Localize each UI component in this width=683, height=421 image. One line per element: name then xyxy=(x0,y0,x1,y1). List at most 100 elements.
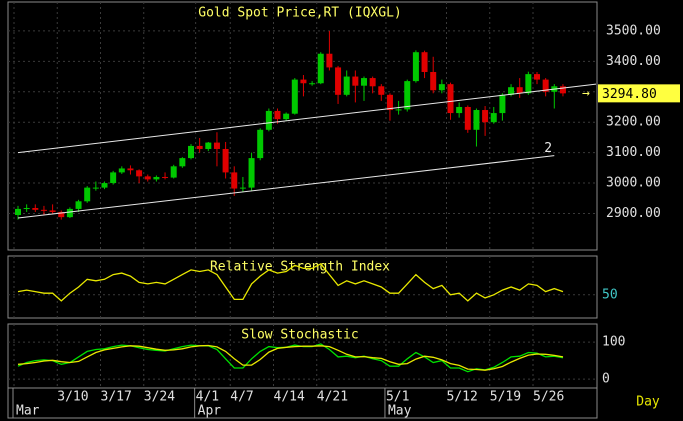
candle-body xyxy=(317,53,324,84)
candle-body xyxy=(40,209,47,211)
series-line xyxy=(17,344,564,371)
x-tick-label: 3/10 xyxy=(57,390,88,405)
candle-body xyxy=(283,113,290,120)
x-tick-label: 4/7 xyxy=(230,390,253,405)
candle-body xyxy=(525,74,532,94)
candle-body xyxy=(162,176,169,178)
candle-body xyxy=(404,81,411,110)
candle-body xyxy=(421,52,428,72)
candle-body xyxy=(23,208,30,210)
candle-body xyxy=(205,142,212,149)
candle-body xyxy=(430,71,437,91)
candle-body xyxy=(153,176,160,180)
candle-body xyxy=(473,110,480,130)
candle-body xyxy=(66,208,73,218)
candle-body xyxy=(118,168,125,173)
candle-body xyxy=(265,110,272,130)
candle-body xyxy=(464,106,471,130)
y-tick-label: 3100.00 xyxy=(606,145,661,160)
candle-body xyxy=(386,94,393,111)
y-tick-label: 3000.00 xyxy=(606,176,661,191)
candle-body xyxy=(222,148,229,173)
candle-body xyxy=(213,142,220,149)
month-label: Apr xyxy=(198,404,222,419)
x-tick-label: 5/12 xyxy=(447,390,478,405)
candle-body xyxy=(291,79,298,114)
y-tick-label: 3500.00 xyxy=(606,23,661,38)
x-tick-label: 4/14 xyxy=(274,390,305,405)
candle-body xyxy=(239,187,246,189)
candle-body xyxy=(49,210,56,212)
month-label: May xyxy=(388,404,412,419)
candle-body xyxy=(32,208,39,210)
panel-frame xyxy=(7,323,598,389)
candle-body xyxy=(257,129,264,159)
candle-body xyxy=(335,67,342,95)
y-tick-label: 100 xyxy=(602,335,625,350)
candle-body xyxy=(343,76,350,95)
candle-body xyxy=(127,168,134,171)
y-tick-label: 3400.00 xyxy=(606,54,661,69)
panel-title: Gold Spot Price,RT (IQXGL) xyxy=(198,6,402,21)
y-tick-label: 0 xyxy=(602,372,610,387)
candle-body xyxy=(110,172,117,184)
candle-body xyxy=(179,158,186,167)
y-tick-label: 3200.00 xyxy=(606,115,661,130)
candle-body xyxy=(412,52,419,82)
candle-body xyxy=(101,183,108,188)
candle-body xyxy=(58,211,65,218)
candle-body xyxy=(75,201,82,209)
x-tick-label: 5/19 xyxy=(490,390,521,405)
candle-body xyxy=(170,166,177,178)
x-tick-label: 4/1 xyxy=(196,390,219,405)
last-price-label: 3294.80 xyxy=(602,87,657,102)
candle-body xyxy=(438,84,445,91)
candle-body xyxy=(499,94,506,114)
series-line xyxy=(17,343,564,373)
candle-body xyxy=(92,187,99,189)
candle-body xyxy=(369,78,376,87)
series-line xyxy=(17,262,564,302)
x-tick-label: 3/24 xyxy=(144,390,175,405)
candle-body xyxy=(378,86,385,95)
y-tick-label: 50 xyxy=(602,287,618,302)
candle-body xyxy=(516,87,523,94)
candle-body xyxy=(231,172,238,189)
candle-body xyxy=(84,187,91,202)
x-tick-label: 5/1 xyxy=(386,390,409,405)
candle-body xyxy=(188,145,194,159)
x-tick-label: 3/17 xyxy=(101,390,132,405)
candle-body xyxy=(490,113,497,123)
candle-body xyxy=(136,170,143,177)
candle-body xyxy=(559,86,566,94)
candle-body xyxy=(447,84,454,114)
candle-body xyxy=(395,109,402,111)
candle-body xyxy=(508,87,515,95)
x-tick-label: 4/21 xyxy=(317,390,348,405)
x-axis-strip xyxy=(7,387,598,419)
panel-frame xyxy=(7,255,598,319)
panel-title: Slow Stochastic xyxy=(241,328,358,343)
panel-frame xyxy=(7,1,598,251)
period-label: Day xyxy=(636,395,660,410)
y-tick-label: 2900.00 xyxy=(606,206,661,221)
candle-body xyxy=(248,158,255,188)
candle-body xyxy=(300,79,307,84)
trend-line-label: 2 xyxy=(544,141,552,156)
last-price-arrow: → xyxy=(582,86,590,101)
candle-body xyxy=(144,176,151,180)
candle-body xyxy=(15,208,21,216)
candle-body xyxy=(361,78,367,86)
candle-body xyxy=(352,76,359,86)
candle-body xyxy=(542,79,549,92)
trend-line xyxy=(17,83,597,154)
trend-line xyxy=(17,155,555,219)
last-price-box xyxy=(598,84,680,103)
candle-body xyxy=(309,83,316,85)
candle-body xyxy=(456,106,463,114)
candle-body xyxy=(482,110,489,123)
candle-body xyxy=(274,110,281,120)
candle-body xyxy=(326,53,333,68)
month-label: Mar xyxy=(16,404,40,419)
